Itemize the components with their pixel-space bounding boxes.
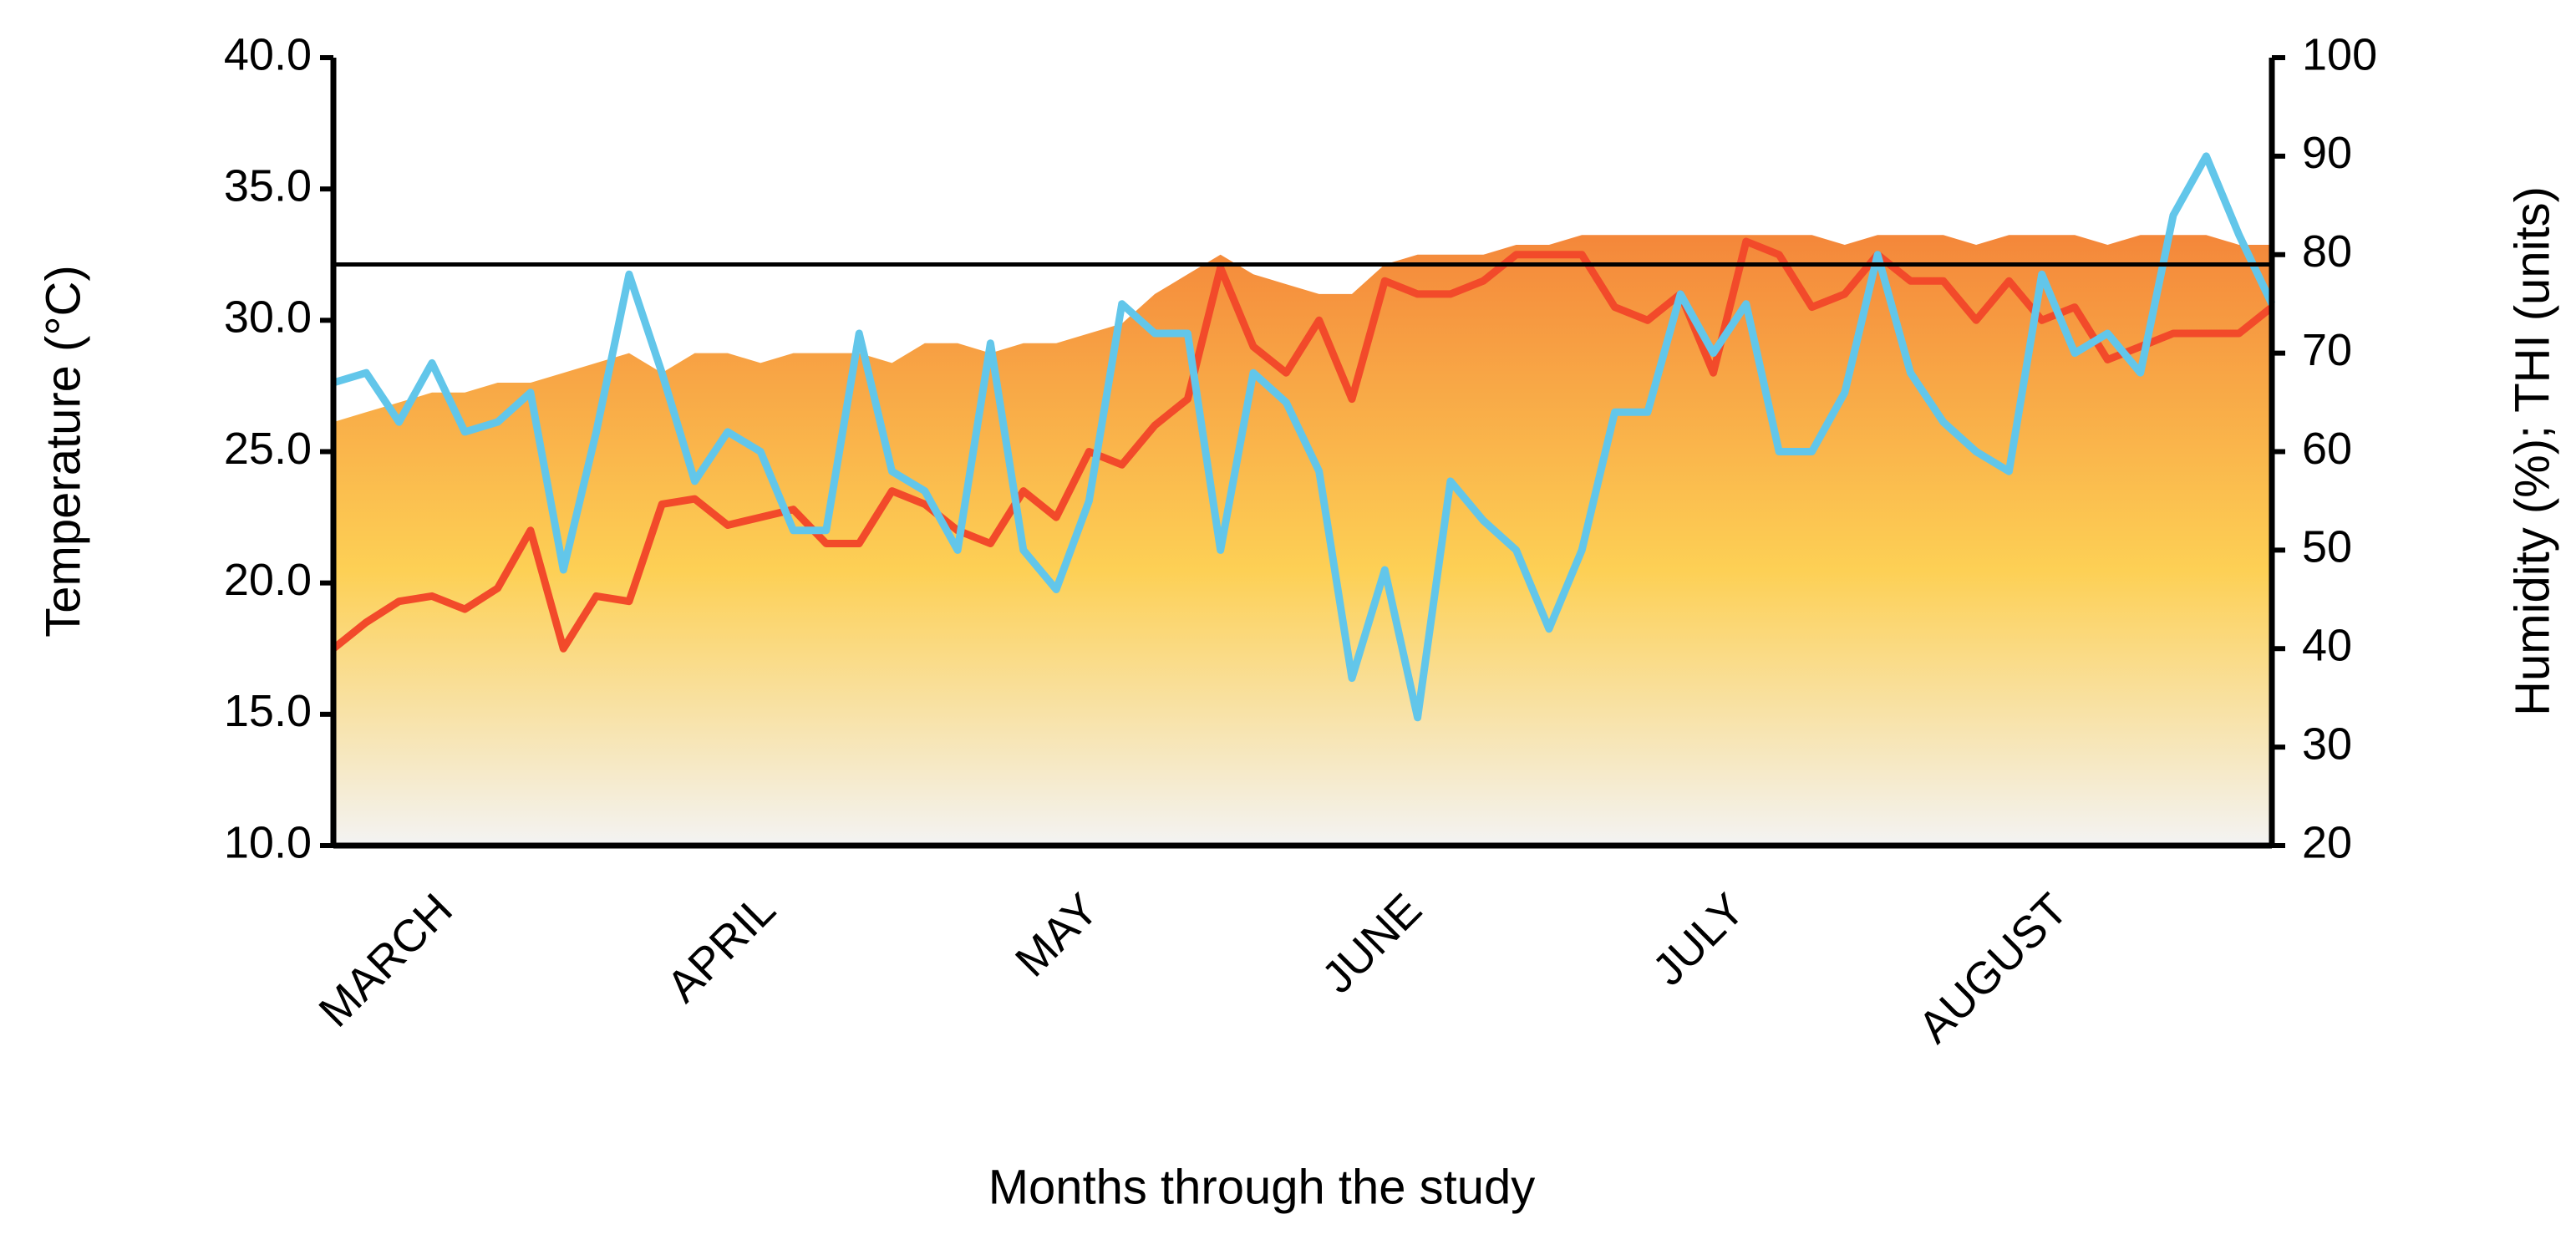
plot-marks bbox=[331, 152, 2276, 846]
x-tick-label: MAY bbox=[1006, 884, 1108, 986]
y2-tick-label: 90 bbox=[2302, 128, 2352, 178]
y2-tick-label: 40 bbox=[2302, 621, 2352, 671]
y-axis-title: Temperature (°C) bbox=[36, 265, 90, 637]
y-tick-label: 35.0 bbox=[224, 160, 312, 211]
thi-area bbox=[333, 235, 2272, 846]
x-axis-title: Months through the study bbox=[988, 1160, 1536, 1214]
y2-axis-title: Humidity (%); THI (units) bbox=[2505, 186, 2559, 716]
y2-tick-label: 50 bbox=[2302, 522, 2352, 572]
series-line bbox=[331, 237, 2274, 653]
y-tick-label: 10.0 bbox=[224, 817, 312, 867]
x-tick-label: JUNE bbox=[1313, 884, 1431, 1003]
y2-tick-label: 100 bbox=[2302, 29, 2377, 79]
y-tick-label: 30.0 bbox=[224, 292, 312, 343]
series-line bbox=[332, 152, 2276, 722]
x-tick-label: AUGUST bbox=[1909, 884, 2078, 1053]
x-tick-label: APRIL bbox=[658, 884, 785, 1012]
y2-tick-label: 30 bbox=[2302, 719, 2352, 769]
y2-tick-label: 80 bbox=[2302, 226, 2352, 277]
y-tick-label: 20.0 bbox=[224, 555, 312, 605]
y-tick-label: 40.0 bbox=[224, 29, 312, 79]
y2-tick-label: 60 bbox=[2302, 424, 2352, 474]
y2-tick-label: 70 bbox=[2302, 325, 2352, 375]
y-tick-label: 15.0 bbox=[224, 686, 312, 736]
y-tick-label: 25.0 bbox=[224, 424, 312, 474]
y2-tick-label: 20 bbox=[2302, 817, 2352, 867]
x-tick-label: JULY bbox=[1644, 884, 1755, 995]
x-tick-label: MARCH bbox=[309, 884, 461, 1036]
